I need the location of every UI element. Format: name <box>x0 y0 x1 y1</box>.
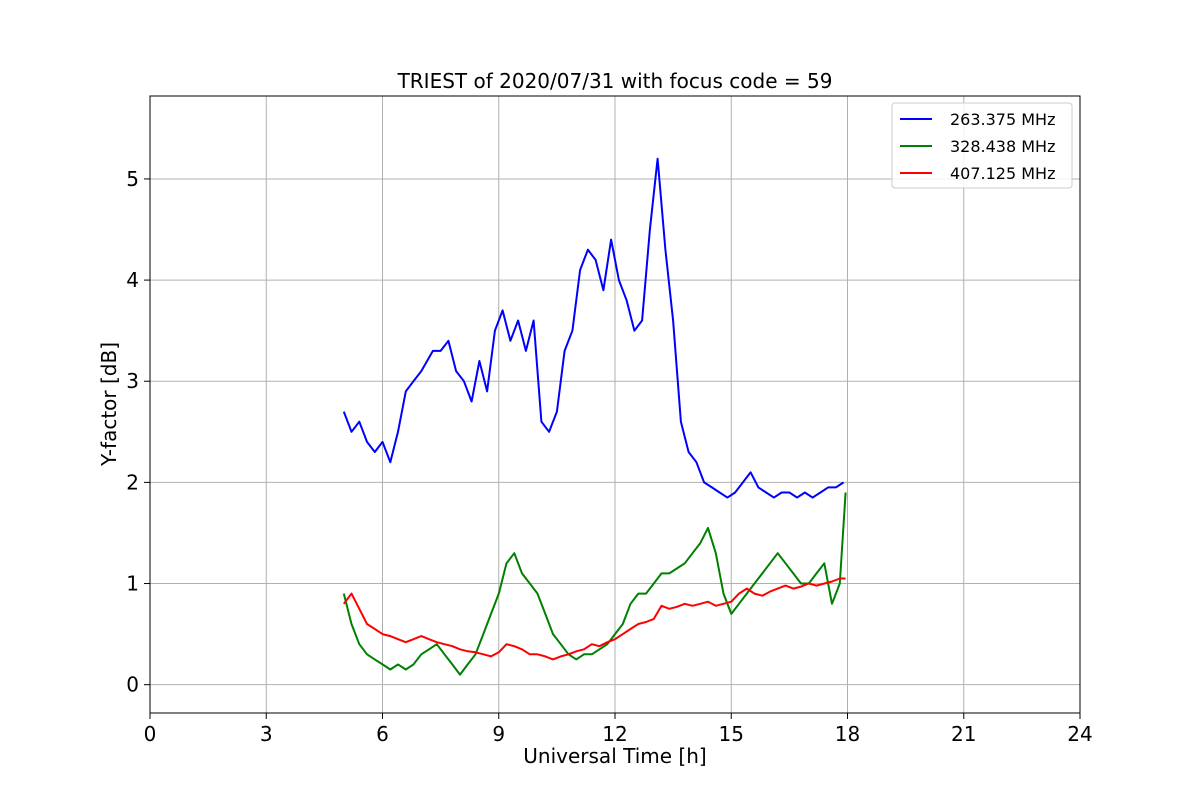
x-tick-label: 0 <box>144 722 157 746</box>
chart-title: TRIEST of 2020/07/31 with focus code = 5… <box>397 69 833 93</box>
y-tick-label: 0 <box>126 673 139 697</box>
y-tick-label: 4 <box>126 268 139 292</box>
legend-label: 263.375 MHz <box>950 110 1055 129</box>
x-tick-label: 21 <box>951 722 976 746</box>
y-tick-label: 2 <box>126 470 139 494</box>
x-tick-label: 18 <box>835 722 860 746</box>
x-tick-label: 9 <box>492 722 505 746</box>
series-line-0 <box>342 157 845 499</box>
series-line-1 <box>342 492 847 676</box>
legend: 263.375 MHz 328.438 MHz 407.125 MHz <box>891 102 1073 189</box>
series-lines <box>342 157 847 676</box>
y-tick-label: 1 <box>126 572 139 596</box>
y-tick-label: 5 <box>126 167 139 191</box>
legend-label: 328.438 MHz <box>950 137 1055 156</box>
x-tick-label: 24 <box>1067 722 1092 746</box>
x-tick-label: 12 <box>602 722 627 746</box>
y-tick-label: 3 <box>126 369 139 393</box>
series-line-2 <box>343 577 846 661</box>
legend-box <box>891 102 1073 189</box>
y-axis-label: Y-factor [dB] <box>97 342 121 467</box>
x-tick-label: 15 <box>719 722 744 746</box>
x-tick-label: 3 <box>260 722 273 746</box>
legend-label: 407.125 MHz <box>950 164 1055 183</box>
x-tick-label: 6 <box>376 722 389 746</box>
x-axis-label: Universal Time [h] <box>523 744 706 768</box>
